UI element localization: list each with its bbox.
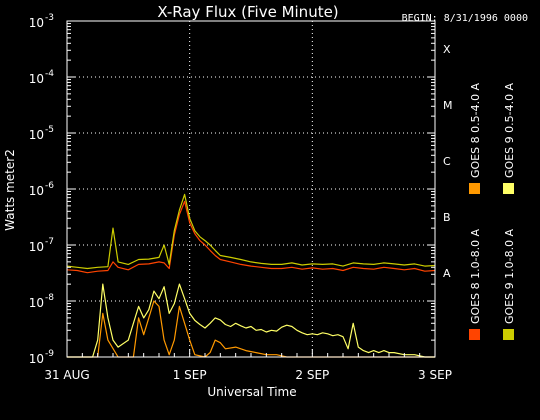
flare-class-label: C [443, 155, 451, 168]
y-tick-label: 10 [29, 16, 44, 30]
y-tick-exponent: -9 [45, 349, 54, 359]
flare-class-label: B [443, 211, 451, 224]
x-tick-label: 2 SEP [295, 368, 329, 382]
data-series [66, 193, 436, 358]
y-axis-ticks: 10-910-810-710-610-510-410-3 [29, 13, 435, 366]
legend: GOES 8 1.0-8.0 A GOES 8 0.5-4.0 A GOES 9 1… [469, 82, 516, 340]
flare-class-label: A [443, 267, 451, 280]
series-line [66, 200, 436, 274]
flare-class-labels: A B C M X [443, 43, 453, 280]
legend-item: GOES 8 1.0-8.0 A [469, 228, 482, 340]
legend-label: GOES 9 0.5-4.0 A [503, 82, 516, 178]
series-line [66, 193, 436, 270]
y-tick-exponent: -4 [45, 69, 54, 79]
y-tick-label: 10 [29, 296, 44, 310]
legend-item: GOES 9 1.0-8.0 A [503, 228, 516, 340]
legend-item: GOES 8 0.5-4.0 A [469, 82, 482, 194]
y-tick-label: 10 [29, 72, 44, 86]
flare-class-label: X [443, 43, 451, 56]
flare-class-label: M [443, 99, 453, 112]
legend-swatch [469, 329, 480, 340]
legend-swatch [503, 183, 514, 194]
y-axis-label: Watts meter2 [3, 149, 17, 231]
legend-label: GOES 8 1.0-8.0 A [469, 228, 482, 324]
y-tick-exponent: -6 [45, 181, 54, 191]
chart-title: X-Ray Flux (Five Minute) [157, 3, 338, 21]
legend-item: GOES 9 0.5-4.0 A [503, 82, 516, 194]
legend-swatch [503, 329, 514, 340]
begin-label: BEGIN: 8/31/1996 0000 [402, 13, 528, 24]
y-tick-exponent: -3 [45, 13, 54, 23]
y-tick-label: 10 [29, 240, 44, 254]
y-tick-label: 10 [29, 128, 44, 142]
y-tick-label: 10 [29, 352, 44, 366]
y-tick-exponent: -5 [45, 125, 54, 135]
grid-lines [67, 21, 435, 357]
x-tick-label: 31 AUG [44, 368, 89, 382]
legend-label: GOES 9 1.0-8.0 A [503, 228, 516, 324]
legend-swatch [469, 183, 480, 194]
legend-label: GOES 8 0.5-4.0 A [469, 82, 482, 178]
x-tick-label: 3 SEP [418, 368, 452, 382]
y-tick-exponent: -7 [45, 237, 54, 247]
x-tick-label: 1 SEP [173, 368, 207, 382]
x-axis-ticks: 31 AUG 1 SEP 2 SEP 3 SEP [44, 349, 452, 382]
y-tick-label: 10 [29, 184, 44, 198]
series-line [67, 283, 435, 358]
y-tick-exponent: -8 [45, 293, 54, 303]
x-axis-label: Universal Time [207, 385, 296, 399]
